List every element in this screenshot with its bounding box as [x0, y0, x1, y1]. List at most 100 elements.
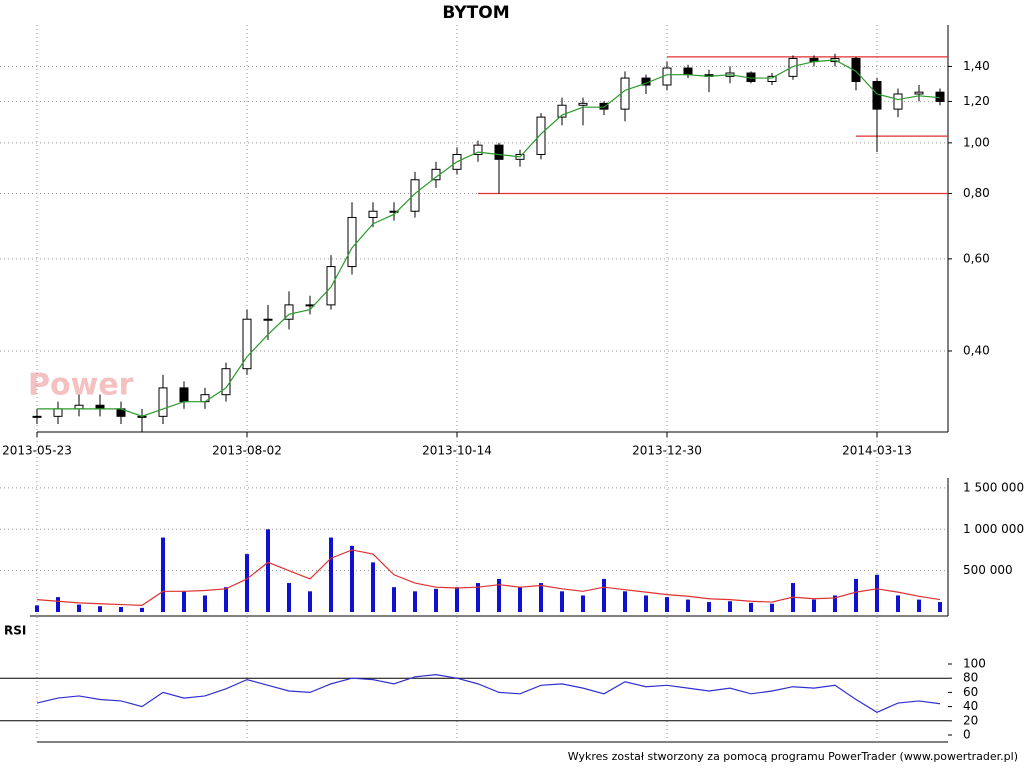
volume-bar: [665, 597, 669, 612]
volume-bar: [707, 602, 711, 612]
x-tick-label: 2014-03-13: [842, 444, 912, 458]
volume-tick-label: 1 000 000: [963, 522, 1024, 536]
volume-bar: [266, 529, 270, 612]
candle-body: [557, 104, 567, 118]
candle-body: [158, 387, 168, 417]
candle-body: [683, 67, 693, 76]
candle-body: [914, 91, 924, 95]
x-tick-label: 2013-12-30: [632, 444, 702, 458]
volume-bar: [770, 603, 774, 612]
volume-bar: [938, 602, 942, 612]
volume-bar: [560, 591, 564, 612]
candle-body: [935, 91, 945, 102]
y-tick-label: 1,20: [963, 94, 990, 108]
candle-body: [599, 102, 609, 110]
volume-bar: [749, 602, 753, 612]
candle-body: [410, 179, 420, 212]
volume-bar: [476, 583, 480, 612]
rsi-title: RSI: [4, 624, 26, 638]
candle-body: [389, 210, 399, 213]
rsi-tick-label: 40: [963, 699, 978, 713]
candle-body: [851, 57, 861, 83]
volume-bar: [287, 583, 291, 612]
candle-body: [662, 67, 672, 86]
volume-bar: [854, 578, 858, 612]
volume-bar: [119, 607, 123, 612]
candle-body: [179, 387, 189, 403]
volume-bar: [728, 601, 732, 612]
volume-bar: [875, 574, 879, 612]
candle-body: [284, 304, 294, 320]
volume-bar: [644, 595, 648, 612]
volume-bar: [623, 591, 627, 612]
volume-bar: [413, 591, 417, 612]
volume-bar: [98, 606, 102, 612]
volume-bar: [434, 588, 438, 612]
volume-bar: [833, 595, 837, 612]
candle-body: [536, 116, 546, 155]
rsi-tick-label: 100: [963, 657, 986, 671]
rsi-tick-label: 20: [963, 713, 978, 727]
volume-bar: [77, 604, 81, 612]
volume-bar: [497, 578, 501, 612]
volume-bar: [581, 595, 585, 612]
moving-average: [37, 59, 941, 417]
candle-body: [494, 144, 504, 160]
volume-bar: [896, 595, 900, 612]
rsi-tick-label: 0: [963, 728, 971, 742]
rsi-line: [36, 674, 941, 713]
volume-bar: [35, 605, 39, 612]
footer: Wykres został stworzony za pomocą progra…: [568, 750, 1018, 763]
volume-bar: [917, 599, 921, 612]
volume-bar: [539, 583, 543, 612]
candle-body: [788, 57, 798, 77]
candle-body: [893, 93, 903, 110]
candle-body: [32, 415, 42, 418]
candle-body: [263, 318, 273, 321]
y-tick-label: 0,40: [963, 343, 990, 357]
volume-bar: [392, 587, 396, 612]
volume-bar: [224, 587, 228, 612]
candle-body: [242, 318, 252, 370]
volume-bar: [308, 591, 312, 612]
rsi-tick-label: 60: [963, 685, 978, 699]
volume-bar: [350, 545, 354, 612]
candle-body: [200, 394, 210, 403]
candle-body: [347, 216, 357, 268]
candle-body: [767, 75, 777, 83]
y-tick-label: 0,60: [963, 251, 990, 265]
candle-body: [53, 408, 63, 417]
candle-body: [326, 266, 336, 306]
volume-bar: [140, 607, 144, 612]
x-tick-label: 2013-10-14: [422, 444, 492, 458]
candle-body: [368, 210, 378, 218]
y-tick-label: 1,00: [963, 135, 990, 149]
volume-bar: [245, 554, 249, 612]
y-tick-label: 0,80: [963, 186, 990, 200]
volume-bar: [371, 562, 375, 612]
volume-bar: [182, 591, 186, 612]
volume-average: [36, 549, 941, 606]
x-tick-label: 2013-05-23: [2, 444, 72, 458]
watermark: Power: [28, 368, 134, 403]
volume-bar: [686, 599, 690, 612]
chart-title: BYTOM: [442, 3, 509, 23]
candle-body: [578, 102, 588, 106]
volume-bar: [203, 595, 207, 612]
candle-body: [473, 144, 483, 155]
y-tick-label: 1,40: [963, 59, 990, 73]
volume-bar: [518, 587, 522, 612]
volume-bar: [455, 587, 459, 612]
volume-tick-label: 500 000: [963, 563, 1013, 577]
volume-bar: [602, 578, 606, 612]
candle-body: [620, 77, 630, 110]
volume-bar: [161, 537, 165, 612]
volume-bar: [812, 599, 816, 612]
rsi-tick-label: 80: [963, 671, 978, 685]
candle-body: [221, 368, 231, 396]
x-tick-label: 2013-08-02: [212, 444, 282, 458]
volume-tick-label: 1 500 000: [963, 480, 1024, 494]
volume-bar: [56, 597, 60, 612]
